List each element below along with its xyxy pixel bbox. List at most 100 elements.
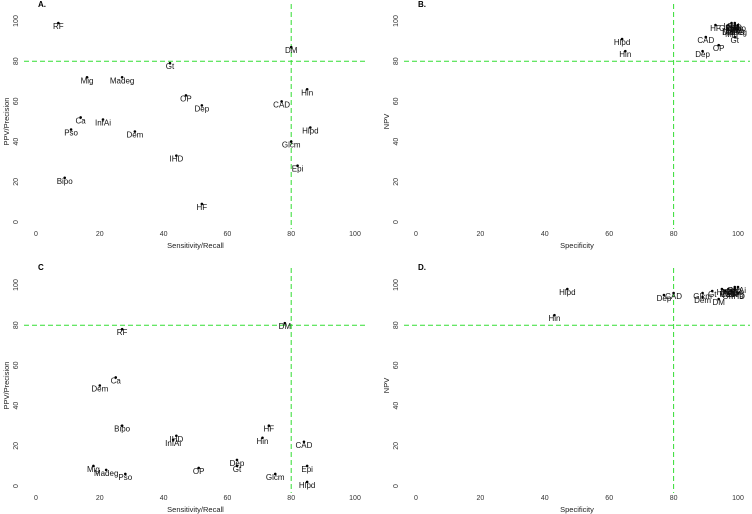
- panel-a: A. 0 20 40 60 80 100 0 20 40 60 80 100 Sensitivity/Re…: [2, 0, 367, 250]
- x-tick-label: 100: [732, 495, 744, 502]
- point-label: OP: [723, 292, 735, 301]
- point-label: DM: [279, 322, 292, 331]
- data-point: [289, 140, 293, 143]
- data-point: [733, 21, 737, 25]
- y-axis-label: PPV/Precision: [2, 362, 11, 410]
- data-point: [273, 472, 277, 476]
- data-point: [280, 100, 283, 103]
- data-point: [717, 43, 720, 47]
- data-point: [235, 458, 239, 462]
- data-point: [305, 464, 309, 468]
- point-label: Gt: [708, 290, 717, 299]
- x-tick-label: 0: [34, 231, 38, 238]
- data-point: [309, 126, 312, 129]
- data-point: [120, 424, 124, 428]
- data-point: [302, 440, 306, 444]
- point-label: Bipo: [114, 425, 131, 434]
- point-label: DM: [285, 46, 298, 55]
- point-label: HF: [264, 425, 275, 434]
- point-label: Ca: [733, 26, 744, 35]
- data-point: [566, 287, 569, 291]
- y-tick-label: 40: [13, 402, 20, 410]
- point-label: Madeg: [110, 76, 134, 85]
- y-axis-label: PPV/Precision: [2, 98, 11, 146]
- point-label: Ca: [720, 290, 731, 299]
- x-tick-label: 0: [414, 495, 418, 502]
- y-tick-label: 60: [13, 97, 20, 105]
- y-tick-label: 20: [13, 442, 20, 450]
- data-point: [104, 468, 108, 472]
- x-tick-label: 60: [224, 231, 232, 238]
- point-label: Glcm: [266, 473, 285, 482]
- point-label: Hin: [619, 50, 631, 59]
- data-point: [701, 295, 704, 299]
- x-tick-label: 60: [605, 231, 613, 238]
- point-label: Hin: [548, 314, 560, 323]
- data-point: [710, 289, 714, 293]
- point-label: Hlpd: [614, 38, 630, 47]
- point-label: Dep: [695, 50, 710, 59]
- point-label: RF: [729, 26, 740, 35]
- point-label: Dep: [230, 459, 245, 468]
- x-axis-label: Specificity: [560, 241, 594, 250]
- data-point: [704, 35, 708, 39]
- data-point: [730, 25, 733, 29]
- point-label: HF: [710, 24, 721, 33]
- point-label: InfAi: [95, 118, 111, 127]
- y-tick-label: 100: [393, 279, 400, 291]
- data-point: [733, 287, 737, 291]
- point-label: Epi: [726, 290, 738, 299]
- x-tick-label: 0: [414, 231, 418, 238]
- x-tick-label: 80: [670, 231, 678, 238]
- y-tick-label: 100: [13, 15, 20, 27]
- panel-d: D. 0 20 40 60 80 100 0 20 40 60 80 100 Specificity NPV…: [382, 263, 750, 514]
- point-label: Ca: [111, 376, 122, 385]
- x-axis-label: Sensitivity/Recall: [167, 505, 224, 514]
- point-label: HF: [197, 203, 208, 212]
- x-tick-label: 40: [160, 495, 168, 502]
- x-tick-label: 60: [605, 495, 613, 502]
- point-label: RF: [117, 328, 128, 337]
- point-label: CAD: [697, 36, 714, 45]
- data-point: [168, 61, 172, 65]
- point-label: Mig: [81, 76, 94, 85]
- data-point: [701, 49, 704, 53]
- data-point: [85, 75, 89, 79]
- point-label: IHD: [169, 155, 183, 164]
- point-label: Gt: [731, 36, 740, 45]
- point-label: Epi: [292, 165, 304, 174]
- point-label: Bipo: [57, 177, 74, 186]
- data-point: [736, 291, 740, 295]
- x-tick-label: 100: [349, 231, 361, 238]
- x-tick-label: 100: [732, 231, 744, 238]
- point-label: Hlpd: [302, 127, 318, 136]
- data-point: [727, 287, 730, 291]
- point-label: OP: [180, 94, 192, 103]
- point-label: Pso: [64, 129, 78, 138]
- point-label: Hin: [301, 88, 313, 97]
- data-point: [305, 88, 309, 91]
- y-tick-label: 80: [13, 57, 20, 65]
- x-tick-label: 20: [96, 231, 104, 238]
- x-tick-label: 80: [287, 495, 295, 502]
- point-label: InfAi: [724, 22, 740, 31]
- data-point: [267, 424, 271, 428]
- point-label: Hin: [256, 437, 268, 446]
- point-label: CAD: [296, 441, 313, 450]
- panel-title: D.: [418, 263, 426, 272]
- y-tick-label: 0: [13, 484, 20, 488]
- data-point: [736, 285, 740, 289]
- data-point: [92, 464, 95, 468]
- point-label: Epi: [726, 26, 738, 35]
- data-point: [200, 104, 204, 107]
- data-point: [736, 23, 740, 27]
- data-point: [171, 438, 175, 442]
- y-tick-label: 20: [393, 178, 400, 186]
- data-point: [624, 49, 627, 53]
- data-point: [714, 23, 717, 27]
- data-point: [296, 164, 299, 168]
- y-tick-label: 40: [13, 138, 20, 146]
- point-label: Hlpd: [299, 481, 315, 490]
- data-point: [120, 327, 124, 331]
- point-label: Epi: [301, 465, 313, 474]
